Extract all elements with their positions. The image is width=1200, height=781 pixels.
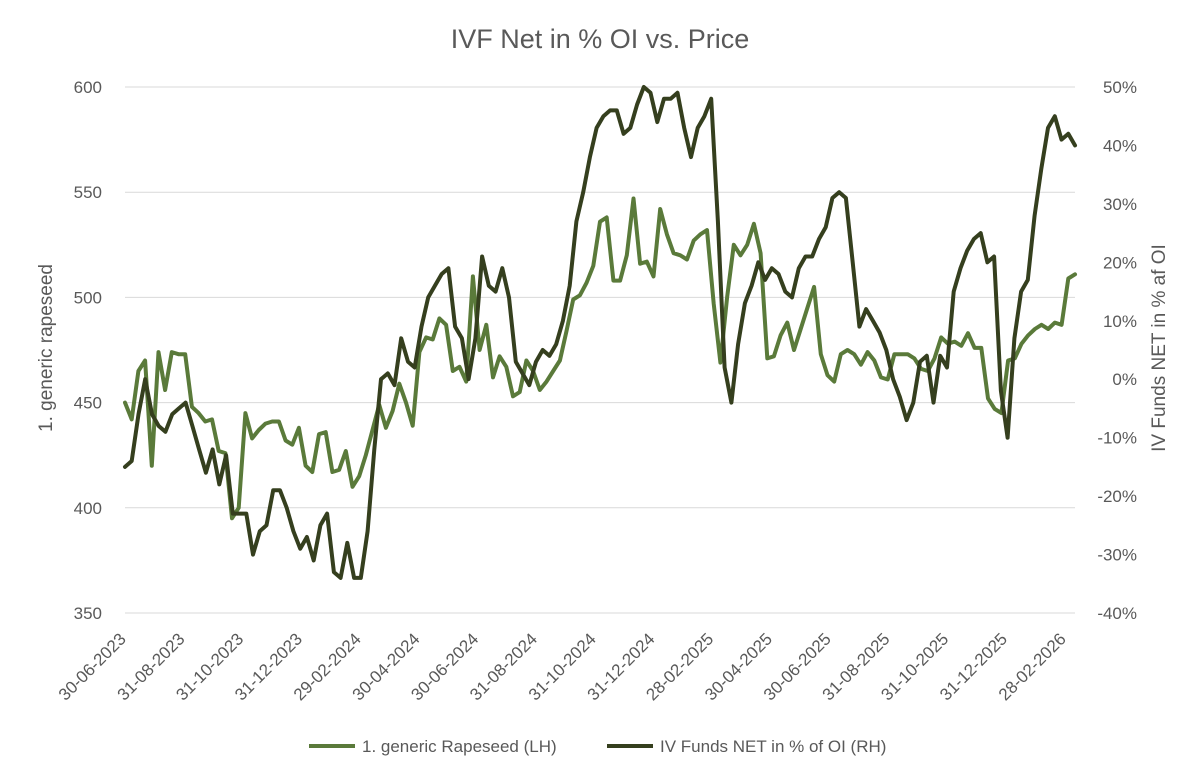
series-line-0 <box>123 196 1077 521</box>
legend-label-0: 1. generic Rapeseed (LH) <box>362 737 557 756</box>
left-tick-label: 600 <box>74 78 102 97</box>
left-axis-ticks: 600 550 500 450 400 350 <box>74 78 102 623</box>
legend-label-1: IV Funds NET in % of OI (RH) <box>660 737 886 756</box>
left-tick-label: 400 <box>74 499 102 518</box>
right-tick-label: -20% <box>1097 487 1137 506</box>
right-axis-ticks: 50% 40% 30% 20% 10% 0% -10% -20% -30% -40% <box>1097 78 1137 623</box>
chart-title: IVF Net in % OI vs. Price <box>451 24 750 54</box>
series-line-1 <box>123 85 1077 580</box>
right-tick-label: 30% <box>1103 195 1137 214</box>
left-axis-title: 1. generic rapeseed <box>36 264 57 432</box>
left-tick-label: 450 <box>74 394 102 413</box>
right-axis-title: IV Funds NET in % af OI <box>1149 244 1170 452</box>
left-tick-label: 350 <box>74 604 102 623</box>
right-tick-label: 20% <box>1103 253 1137 272</box>
series-lines <box>123 85 1077 580</box>
right-tick-label: -30% <box>1097 546 1137 565</box>
right-tick-label: 40% <box>1103 136 1137 155</box>
left-tick-label: 500 <box>74 288 102 307</box>
left-tick-label: 550 <box>74 183 102 202</box>
right-tick-label: 50% <box>1103 78 1137 97</box>
right-tick-label: 10% <box>1103 312 1137 331</box>
legend: 1. generic Rapeseed (LH) IV Funds NET in … <box>309 737 886 756</box>
right-tick-label: 0% <box>1112 370 1137 389</box>
x-axis-ticks: 30-06-202331-08-202331-10-202331-12-2023… <box>55 629 1070 704</box>
gridlines <box>125 86 1075 614</box>
right-tick-label: -10% <box>1097 429 1137 448</box>
right-tick-label: -40% <box>1097 604 1137 623</box>
